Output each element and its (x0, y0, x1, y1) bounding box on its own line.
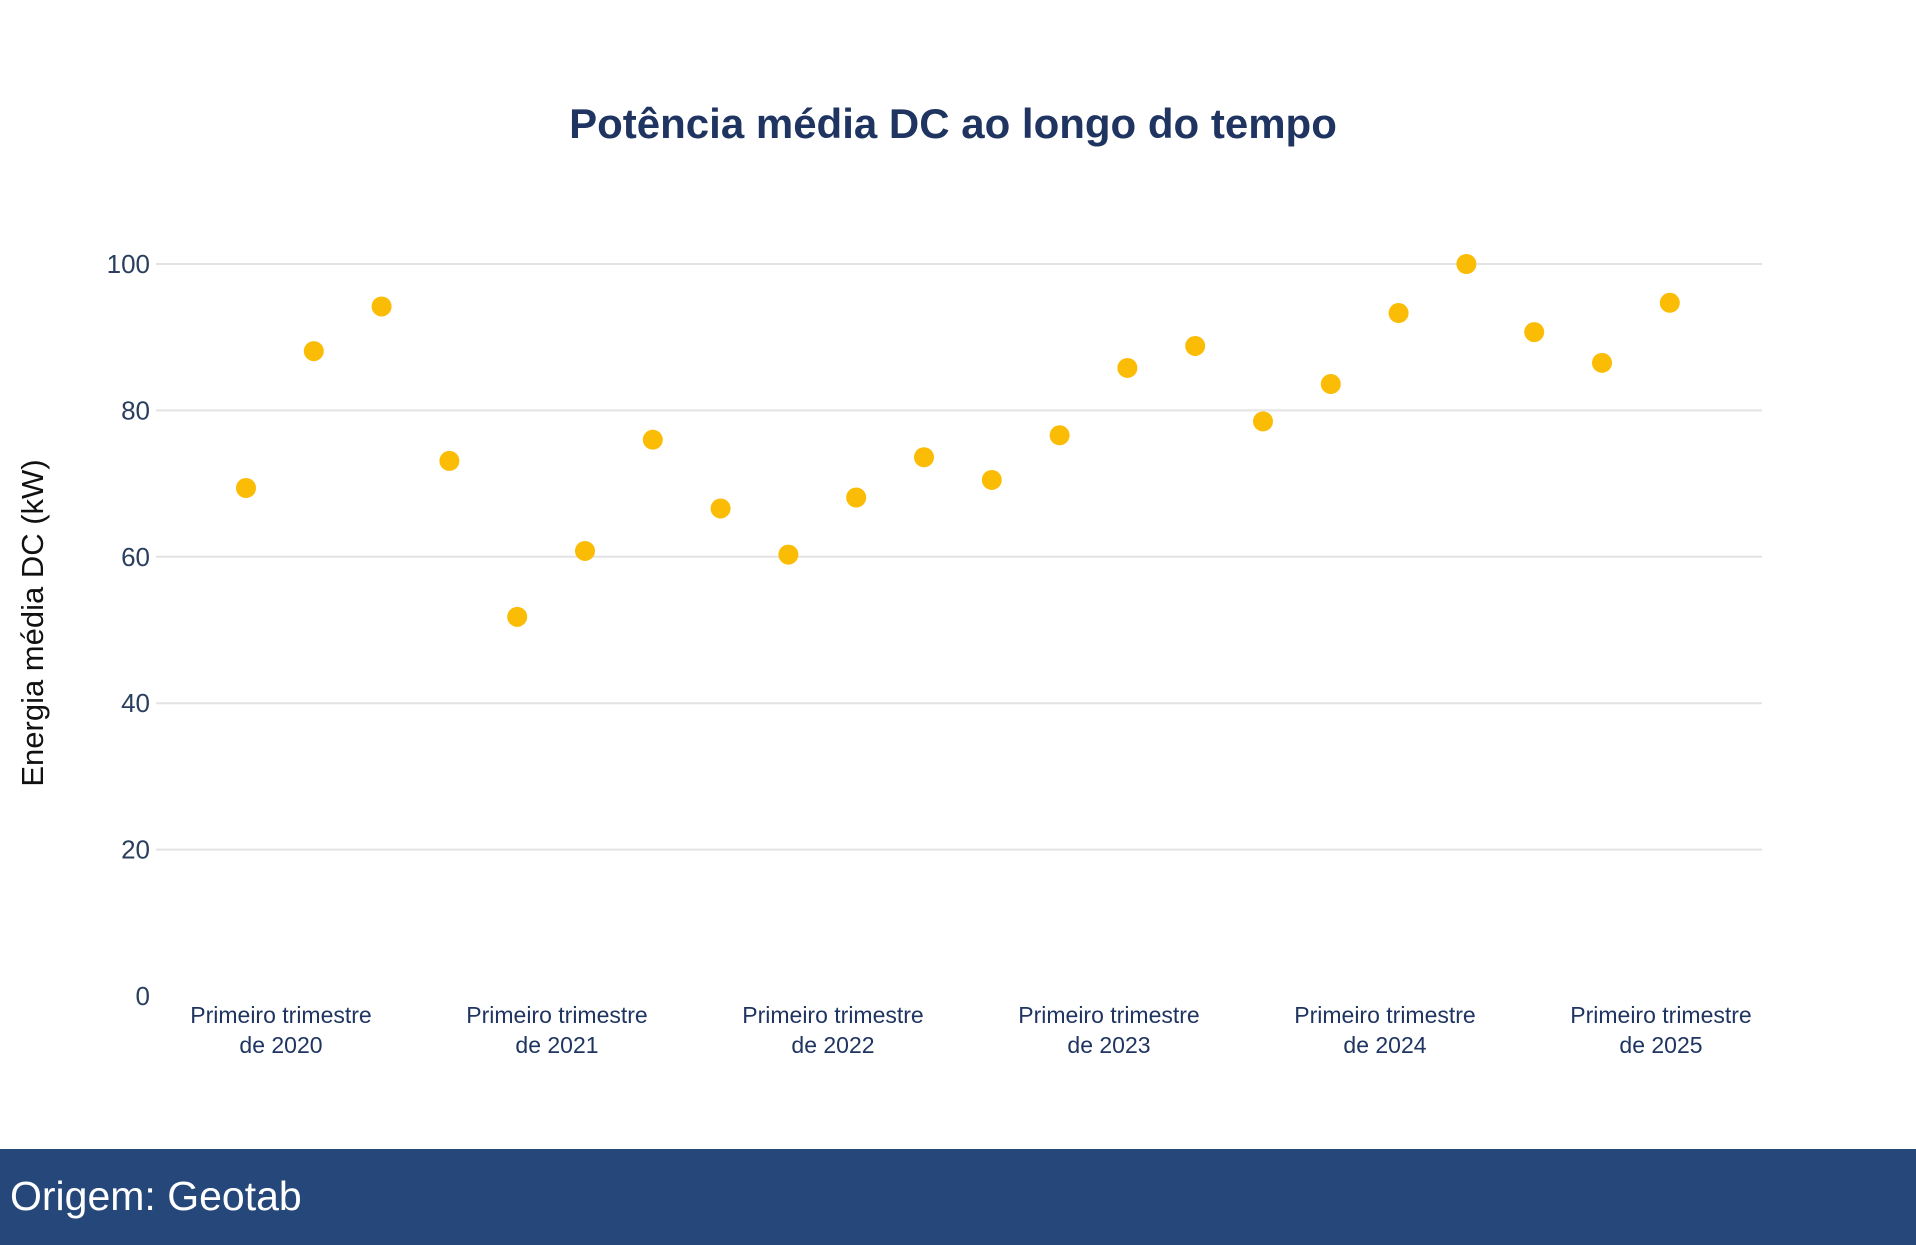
data-point (236, 477, 256, 498)
data-point (1117, 357, 1138, 378)
data-point (914, 447, 934, 468)
data-point (1456, 254, 1477, 274)
x-tick-label: de 2021 (515, 1032, 598, 1058)
data-point (846, 487, 867, 508)
x-tick-label: Primeiro trimestre (190, 1002, 371, 1028)
data-point (1592, 352, 1612, 373)
x-tick-label: Primeiro trimestre (1294, 1002, 1475, 1028)
data-point (1320, 374, 1341, 395)
source-footer: Origem: Geotab (0, 1149, 1916, 1245)
x-tick-label: de 2024 (1343, 1032, 1426, 1058)
data-point (507, 606, 528, 627)
data-point (303, 341, 324, 362)
data-point (371, 296, 392, 317)
data-point (575, 540, 595, 561)
y-tick-label: 20 (121, 835, 150, 865)
y-tick-label: 0 (136, 981, 150, 1011)
data-point (981, 469, 1002, 490)
y-axis-label: Energia média DC (kW) (15, 459, 50, 786)
y-tick-label: 100 (107, 249, 150, 279)
x-tick-label: Primeiro trimestre (466, 1002, 647, 1028)
data-point (642, 429, 663, 450)
data-point (778, 544, 799, 565)
data-point (1659, 292, 1680, 313)
chart-title: Potência média DC ao longo do tempo (569, 100, 1337, 147)
x-tick-label: de 2022 (791, 1032, 874, 1058)
x-tick-label: de 2025 (1619, 1032, 1702, 1058)
data-point (1049, 425, 1070, 446)
scatter-chart: 0 20 40 60 80 100 Energia média DC (kW) Primeir… (15, 249, 1762, 1058)
x-tick-label: de 2020 (239, 1032, 322, 1058)
x-tick-label: de 2023 (1067, 1032, 1150, 1058)
data-point (1185, 335, 1206, 356)
data-point (1388, 303, 1409, 324)
y-tick-label: 80 (121, 395, 150, 425)
data-point (1253, 411, 1273, 432)
data-point (710, 498, 731, 519)
source-text: Origem: Geotab (10, 1173, 302, 1219)
data-point (439, 450, 460, 471)
x-tick-label: Primeiro trimestre (1570, 1002, 1751, 1028)
data-point (1524, 322, 1545, 343)
y-tick-label: 60 (121, 542, 150, 572)
x-tick-label: Primeiro trimestre (1018, 1002, 1199, 1028)
y-tick-label: 40 (121, 688, 150, 718)
x-tick-label: Primeiro trimestre (742, 1002, 923, 1028)
